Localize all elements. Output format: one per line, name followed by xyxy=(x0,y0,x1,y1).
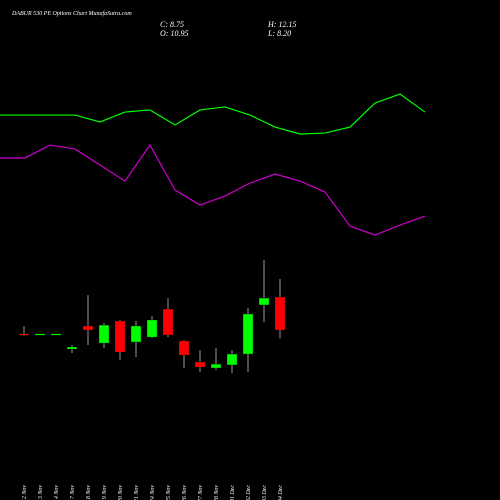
candle-body xyxy=(82,325,94,331)
x-tick-label: 21 Nov xyxy=(134,485,140,500)
x-tick-label: 14 Nov xyxy=(53,485,60,500)
x-tick-label: 17 Nov xyxy=(70,485,76,500)
x-tick-label: 13 Nov xyxy=(38,485,44,500)
candle-body xyxy=(162,308,174,336)
candle-body xyxy=(194,361,206,368)
header-open: O: 10.95 xyxy=(160,29,188,38)
candle-body xyxy=(226,353,238,366)
header-close: C: 8.75 xyxy=(160,20,184,29)
x-tick-label: 25 Nov xyxy=(166,485,172,500)
header-high: H: 12.15 xyxy=(267,20,296,29)
candle-body xyxy=(34,333,46,336)
candle-body xyxy=(18,333,30,336)
x-tick-label: 12 Nov xyxy=(22,485,28,500)
candle-body xyxy=(130,325,142,343)
x-tick-label: 28 Nov xyxy=(214,485,220,500)
candle-body xyxy=(66,346,78,350)
x-tick-label: 01 Dec xyxy=(230,485,236,500)
x-tick-label: 04 Dec xyxy=(277,485,284,500)
x-tick-label: 26 Nov xyxy=(182,485,188,500)
x-tick-label: 19 Nov xyxy=(102,485,108,500)
x-tick-label: 18 Nov xyxy=(86,485,92,500)
candle-body xyxy=(114,320,126,353)
candle-body xyxy=(210,363,222,369)
candle-body xyxy=(258,297,270,306)
x-tick-label: 02 Dec xyxy=(246,485,252,500)
header-low: L: 8.20 xyxy=(267,29,291,38)
line-series xyxy=(0,93,426,135)
candle-body xyxy=(50,333,62,336)
candle-body xyxy=(146,319,158,338)
x-tick-label: 27 Nov xyxy=(198,485,204,500)
candle-body xyxy=(98,324,110,344)
x-tick-label: 20 Nov xyxy=(118,485,124,500)
x-tick-label: 24 Nov xyxy=(149,485,156,500)
candle-body xyxy=(242,313,254,355)
chart-title: DABUR 530 PE Options Chart MunafaSutra.c… xyxy=(11,10,132,17)
x-tick-label: 03 Dec xyxy=(262,485,268,500)
line-series xyxy=(0,143,426,236)
candle-body xyxy=(274,296,286,331)
candle-body xyxy=(178,340,190,356)
